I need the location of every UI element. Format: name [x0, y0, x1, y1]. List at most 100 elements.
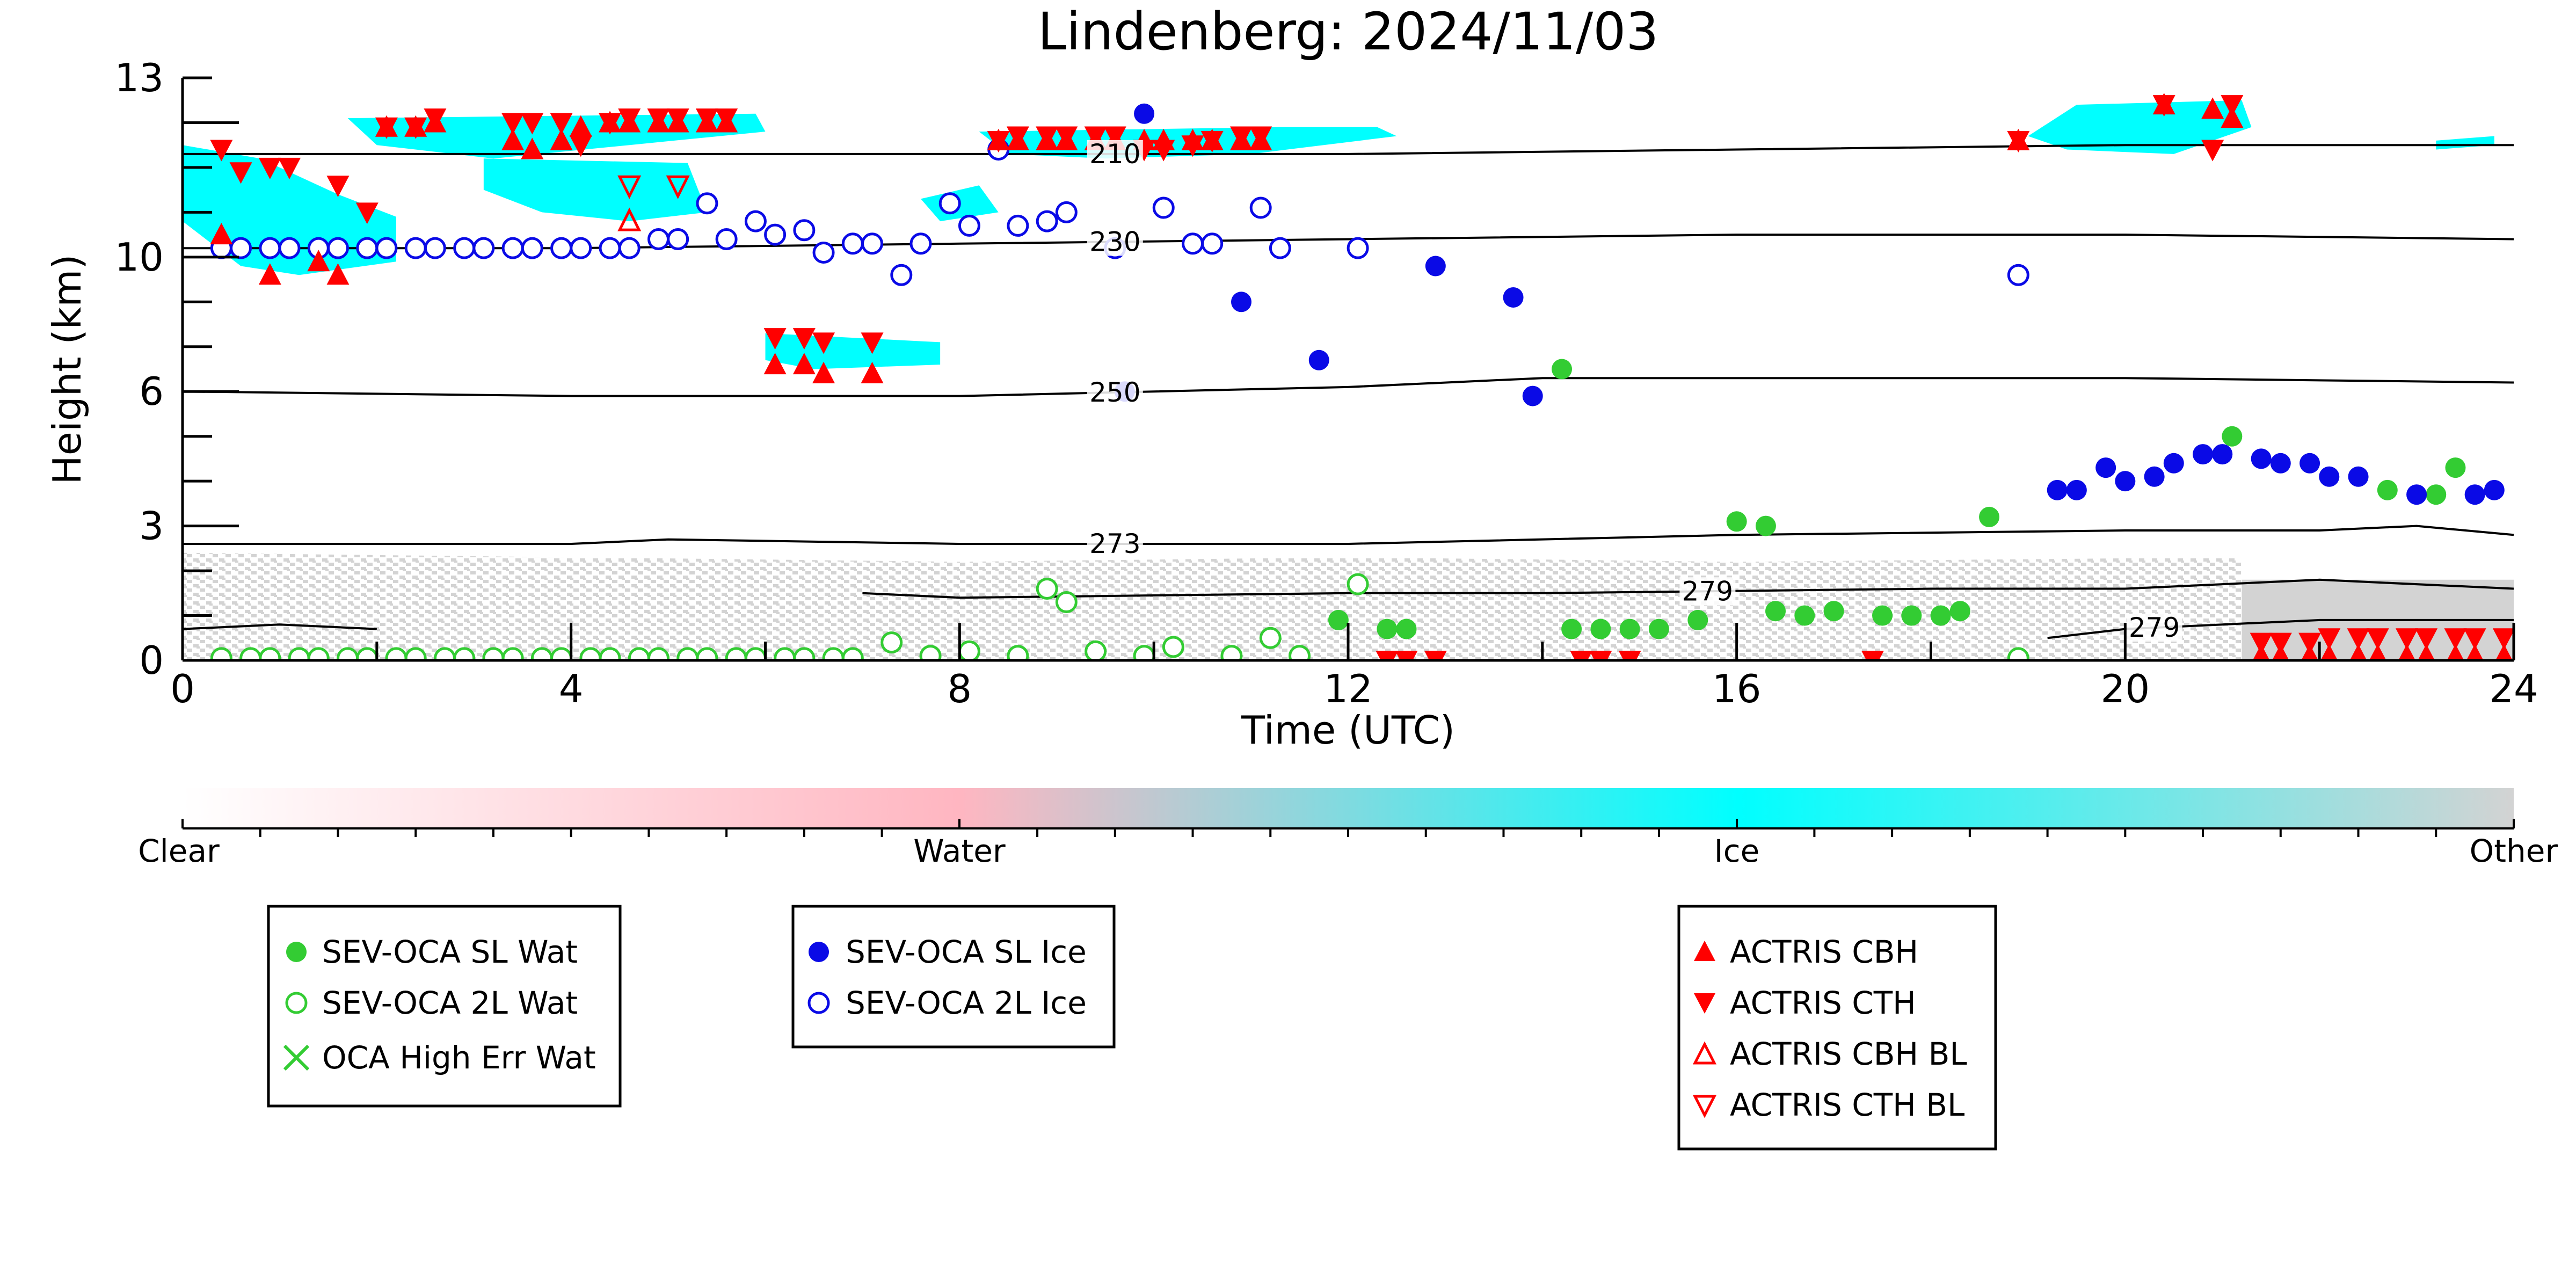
marker-sev-oca-sl-ice: [2464, 484, 2485, 505]
marker-actris-cth: [501, 113, 525, 135]
y-ticks: 0 3 6 10 13: [114, 55, 239, 683]
y-axis-label: Height (km): [45, 254, 90, 485]
marker-sev-oca-2l-ice: [453, 237, 476, 259]
marker-sev-oca-sl-wat: [1561, 618, 1582, 639]
marker-actris-cth: [618, 108, 641, 130]
contour-labels: 210 230 250 273 279 279: [1087, 139, 2182, 643]
marker-sev-oca-2l-ice: [958, 214, 980, 237]
marker-actris-cth: [1152, 140, 1175, 162]
contour-label-bg: [1087, 378, 1143, 406]
marker-sev-oca-2l-ice: [764, 223, 787, 246]
marker-sev-oca-2l-wat: [881, 631, 903, 654]
contour-label: 279: [1682, 576, 1733, 607]
marker-actris-cbh: [2418, 644, 2435, 660]
marker-sev-oca-2l-wat: [1007, 645, 1029, 660]
marker-sev-oca-2l-ice: [1269, 237, 1291, 259]
marker-sev-oca-sl-wat: [1765, 601, 1786, 622]
contour-label-bg: [1087, 228, 1143, 256]
marker-actris-cth: [1249, 126, 1272, 148]
marker-sev-oca-2l-ice: [793, 219, 816, 242]
marker-actris-cth: [550, 113, 573, 135]
marker-actris-cbh: [258, 263, 281, 285]
marker-sev-oca-2l-ice: [715, 228, 738, 250]
marker-sev-oca-2l-wat: [647, 647, 670, 660]
marker-sev-oca-sl-wat: [2445, 457, 2466, 478]
marker-sev-oca-sl-wat: [1590, 618, 1611, 639]
marker-sev-oca-sl-ice: [2115, 471, 2136, 492]
marker-sev-oca-2l-ice: [667, 228, 689, 250]
legend-marker-cbh-bl: [1692, 1041, 1717, 1065]
marker-sev-oca-2l-wat: [1085, 640, 1107, 660]
marker-actris-cth: [424, 108, 447, 130]
marker-sev-oca-sl-wat: [1872, 605, 1893, 626]
contour-label-bg: [1679, 577, 1736, 606]
marker-sev-oca-2l-wat: [385, 647, 407, 660]
marker-actris-cth: [2152, 95, 2175, 117]
legend-actris: ACTRIS CBH ACTRIS CTH ACTRIS CBH BL ACTR…: [1677, 905, 1997, 1151]
marker-sev-oca-sl-ice: [1134, 103, 1155, 124]
colorbar-label-other: Other: [2470, 833, 2558, 869]
marker-sev-oca-2l-ice: [326, 237, 349, 259]
axes: 0 4 8 12 16 20 24 0 3 6 10 13: [114, 55, 2538, 711]
marker-actris-cth: [2415, 628, 2438, 650]
marker-sev-oca-sl-wat: [1823, 601, 1844, 622]
legend-label-sl-ice: SEV-OCA SL Ice: [846, 934, 1087, 970]
marker-sev-oca-2l-ice: [647, 228, 670, 250]
marker-sev-oca-2l-wat: [1162, 636, 1184, 658]
marker-actris-cth: [2395, 628, 2418, 650]
marker-actris-cth: [1395, 651, 1418, 660]
marker-actris-cbh: [763, 353, 787, 375]
marker-sev-oca-2l-wat: [919, 645, 942, 660]
marker-sev-oca-sl-wat: [1377, 618, 1398, 639]
marker-actris-cth: [1084, 126, 1107, 148]
legend-water: SEV-OCA SL Wat SEV-OCA 2L Wat OCA High E…: [267, 905, 622, 1108]
legend-label-sl-wat: SEV-OCA SL Wat: [322, 934, 578, 970]
marker-sev-oca-2l-wat: [1220, 645, 1243, 660]
marker-actris-cbh-bl: [617, 207, 642, 231]
marker-sev-oca-sl-ice: [1522, 385, 1543, 406]
colorbar-label-ice: Ice: [1714, 833, 1760, 869]
marker-actris-cth: [2298, 632, 2322, 654]
marker-actris-cbh: [326, 263, 350, 285]
marker-sev-oca-sl-wat: [1726, 511, 1747, 532]
marker-sev-oca-2l-ice: [618, 237, 641, 259]
ice-class-region: [2028, 100, 2252, 154]
marker-actris-cth: [210, 140, 233, 162]
x-tick-label: 16: [1712, 666, 1762, 711]
marker-actris-cth: [1181, 135, 1204, 157]
marker-sev-oca-sl-ice: [1231, 292, 1251, 312]
contour-label: 250: [1089, 377, 1140, 408]
legend-label-2l-ice: SEV-OCA 2L Ice: [846, 985, 1087, 1021]
marker-sev-oca-2l-ice: [230, 237, 252, 259]
marker-actris-cth-bl: [666, 175, 690, 199]
marker-actris-cbh: [210, 223, 233, 245]
marker-sev-oca-2l-ice: [841, 232, 864, 255]
marker-sev-oca-sl-wat: [2377, 479, 2398, 500]
marker-actris-cth: [404, 117, 427, 139]
marker-sev-oca-2l-ice: [1249, 197, 1272, 219]
marker-sev-oca-sl-ice: [2484, 479, 2505, 500]
marker-actris-cth: [2250, 632, 2273, 654]
marker-sev-oca-2l-ice: [599, 237, 621, 259]
temperature-contour: [862, 578, 2514, 599]
marker-actris-cbh: [2320, 644, 2338, 660]
contour-label-bg: [1087, 530, 1143, 558]
marker-actris-cth: [987, 130, 1010, 152]
x-ticks: 0 4 8 12 16 20 24: [170, 623, 2538, 711]
marker-actris-cth: [375, 117, 398, 139]
marker-sev-oca-2l-wat: [433, 647, 456, 660]
marker-sev-oca-2l-ice: [356, 237, 379, 259]
marker-actris-cbh: [2201, 97, 2224, 119]
marker-actris-cbh: [521, 137, 544, 159]
marker-actris-cth: [1229, 126, 1253, 148]
marker-actris-cth: [1200, 130, 1224, 152]
marker-actris-cth: [2221, 95, 2244, 117]
y-tick-label: 10: [114, 235, 164, 280]
marker-sev-oca-2l-wat: [958, 640, 980, 660]
marker-actris-cth: [2318, 628, 2341, 650]
marker-sev-oca-sl-ice: [2348, 466, 2369, 487]
marker-sev-oca-2l-wat: [774, 647, 796, 660]
marker-sev-oca-sl-wat: [1949, 601, 1970, 622]
marker-actris-cth: [355, 202, 379, 224]
marker-sev-oca-sl-ice: [2251, 448, 2272, 469]
